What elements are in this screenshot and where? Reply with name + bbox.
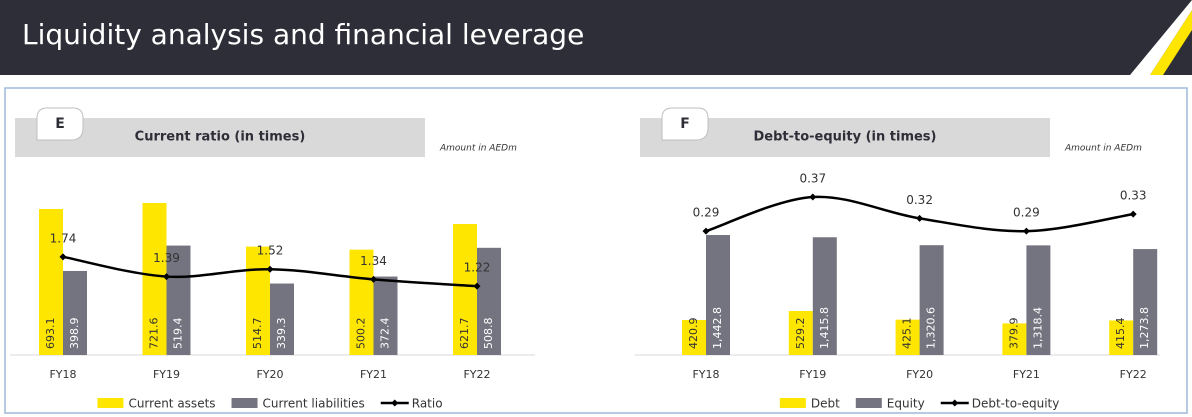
- line-marker: [1022, 227, 1030, 235]
- line-value-label: 0.29: [693, 206, 720, 220]
- x-tick-label: FY19: [153, 368, 180, 381]
- line-value-label: 1.52: [257, 244, 284, 258]
- legend: Debt Equity Debt-to-equity: [779, 397, 1060, 411]
- legend-label: Ratio: [412, 397, 443, 411]
- bar-value-label: 1,442.8: [711, 307, 724, 349]
- line-value-label: 0.37: [799, 172, 826, 186]
- legend-swatch: [97, 398, 124, 408]
- x-tick-label: FY18: [49, 368, 76, 381]
- bar-value-label: 339.3: [275, 318, 288, 350]
- bar-value-label: 519.4: [172, 318, 185, 350]
- line-marker: [370, 275, 377, 283]
- bar: [682, 319, 706, 355]
- bar-value-label: 500.2: [355, 318, 368, 350]
- bar: [1002, 323, 1027, 355]
- bar-value-label: 1,415.8: [818, 307, 831, 349]
- line-value-label: 0.32: [906, 193, 933, 207]
- bar-value-label: 1,273.8: [1138, 307, 1151, 349]
- line-marker: [809, 193, 817, 201]
- legend-marker: [391, 399, 399, 407]
- x-tick-label: FY22: [1120, 368, 1147, 381]
- bar: [1026, 245, 1051, 355]
- bar-value-label: 425.1: [901, 318, 914, 350]
- header-title: Liquidity analysis and financial leverag…: [22, 18, 584, 51]
- bar: [142, 202, 167, 355]
- bar: [39, 208, 63, 355]
- legend-swatch: [855, 398, 882, 408]
- chart-letter-tab: [36, 107, 84, 141]
- chart-title: Current ratio (in times): [135, 130, 306, 145]
- bar-value-label: 1,320.6: [925, 307, 938, 349]
- panel-border: [4, 87, 1188, 414]
- line-value-label: 1.34: [360, 254, 387, 268]
- bar: [63, 270, 87, 355]
- bar: [1109, 320, 1134, 355]
- legend-marker: [951, 399, 959, 407]
- legend-label: Debt-to-equity: [972, 397, 1060, 411]
- bar-value-label: 420.9: [687, 318, 700, 350]
- bar: [349, 249, 374, 355]
- bar-value-label: 508.8: [482, 318, 495, 350]
- line-marker: [916, 214, 924, 222]
- x-tick-label: FY19: [799, 368, 826, 381]
- line-marker: [473, 282, 481, 290]
- bar-value-label: 1,318.4: [1031, 307, 1044, 349]
- bar: [270, 283, 294, 355]
- legend-label: Equity: [887, 397, 925, 411]
- bar: [895, 319, 920, 355]
- bar-value-label: 415.4: [1114, 318, 1127, 350]
- x-tick-label: FY18: [692, 368, 719, 381]
- bar-value-label: 529.2: [794, 318, 807, 350]
- legend: Current assets Current liabilities Ratio: [97, 397, 443, 411]
- bar: [166, 245, 191, 355]
- line-value-label: 0.29: [1013, 206, 1040, 220]
- bar: [477, 247, 501, 355]
- line-value-label: 1.74: [50, 231, 77, 245]
- chart-note: Amount in AEDm: [1064, 144, 1142, 154]
- chart-note: Amount in AEDm: [439, 144, 517, 154]
- chart-letter: E: [55, 116, 65, 132]
- bar: [812, 237, 837, 355]
- bar-value-label: 379.9: [1007, 318, 1020, 350]
- header-bar: [0, 0, 1192, 75]
- bar-value-label: 372.4: [379, 318, 392, 350]
- line-value-label: 0.33: [1120, 189, 1147, 203]
- chart-title: Debt-to-equity (in times): [753, 130, 936, 145]
- x-tick-label: FY20: [906, 368, 933, 381]
- bar: [788, 310, 813, 355]
- legend-label: Debt: [811, 397, 840, 411]
- line-value-label: 1.39: [153, 251, 180, 265]
- bar: [373, 276, 398, 355]
- line-marker: [1129, 210, 1137, 218]
- line-marker: [266, 265, 274, 273]
- bar: [706, 235, 730, 355]
- legend-swatch: [779, 398, 806, 408]
- bar-value-label: 398.9: [68, 318, 81, 350]
- x-tick-label: FY22: [463, 368, 490, 381]
- bar: [1133, 249, 1158, 355]
- header-cut: [1130, 0, 1192, 75]
- line-marker: [59, 253, 67, 261]
- bar: [246, 246, 270, 355]
- bar: [453, 224, 477, 355]
- chart-letter: F: [680, 116, 690, 132]
- x-tick-label: FY20: [256, 368, 283, 381]
- legend-swatch: [231, 398, 258, 408]
- line-value-label: 1.22: [464, 261, 491, 275]
- x-tick-label: FY21: [360, 368, 387, 381]
- x-tick-label: FY21: [1013, 368, 1040, 381]
- legend-label: Current assets: [128, 397, 215, 411]
- legend-label: Current liabilities: [263, 397, 365, 411]
- line-marker: [163, 273, 170, 281]
- bar-value-label: 693.1: [44, 318, 57, 350]
- line-marker: [702, 227, 710, 235]
- bar: [919, 245, 944, 355]
- bar-value-label: 721.6: [148, 318, 161, 350]
- chart-letter-tab: [661, 107, 709, 141]
- bar-value-label: 514.7: [251, 318, 264, 350]
- bar-value-label: 621.7: [458, 318, 471, 350]
